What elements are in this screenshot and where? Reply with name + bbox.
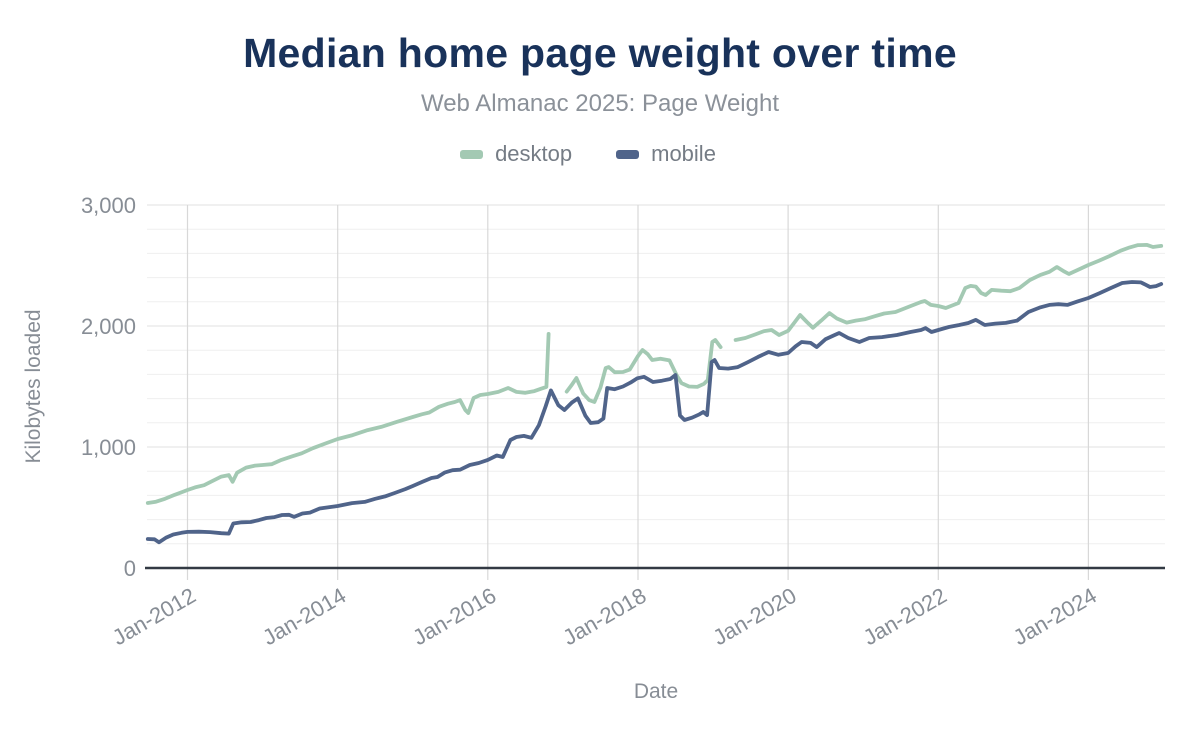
x-tick-label: Jan-2022 [859, 583, 951, 651]
x-tick-label: Jan-2018 [559, 583, 651, 651]
series-desktop-line [145, 243, 1164, 505]
legend-item-mobile[interactable]: mobile [616, 143, 716, 165]
y-tick-label: 1,000 [81, 435, 136, 460]
y-tick-label: 0 [124, 556, 136, 581]
x-tick-label: Jan-2014 [258, 583, 350, 651]
legend: desktop mobile [0, 143, 1188, 165]
x-tick-label: Jan-2016 [408, 583, 500, 651]
y-tick-label: 2,000 [81, 314, 136, 339]
series-mobile-line [145, 280, 1164, 545]
x-tick-label: Jan-2020 [709, 583, 801, 651]
legend-label-mobile: mobile [651, 141, 716, 166]
page-title: Median home page weight over time [243, 30, 957, 76]
x-axis-title: Date [634, 680, 678, 703]
legend-label-desktop: desktop [495, 141, 573, 166]
x-tick-label: Jan-2024 [1009, 583, 1101, 651]
y-tick-label: 3,000 [81, 193, 136, 218]
legend-item-desktop[interactable]: desktop [460, 143, 572, 165]
desktop-series-swatch [460, 149, 484, 159]
x-tick-label: Jan-2012 [108, 583, 200, 651]
mobile-series-swatch [616, 149, 640, 159]
y-axis-title: Kilobytes loaded [22, 309, 45, 463]
page-subtitle: Web Almanac 2025: Page Weight [420, 90, 779, 117]
